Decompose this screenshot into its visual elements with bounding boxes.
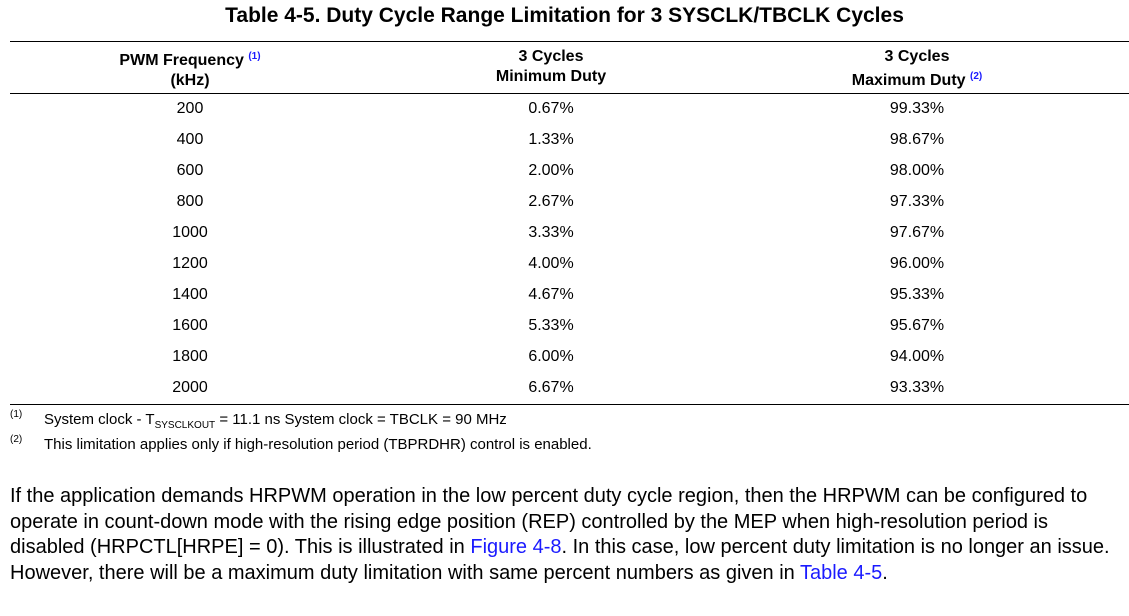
header-minimum-duty: 3 Cycles Minimum Duty — [351, 47, 751, 87]
header-maximum-duty: 3 Cycles Maximum Duty (2) — [717, 47, 1117, 91]
cell-maximum-duty: 98.67% — [889, 131, 945, 148]
cell-frequency: 600 — [176, 162, 204, 179]
table-row: 600 2.00% 98.00% — [0, 162, 1129, 193]
cell-maximum-duty: 93.33% — [889, 379, 945, 396]
cell-frequency: 200 — [176, 100, 204, 117]
table-4-5-link[interactable]: Table 4-5 — [799, 561, 883, 584]
cell-minimum-duty: 0.67% — [528, 100, 574, 117]
cell-minimum-duty: 5.33% — [528, 317, 574, 334]
header-pwm-frequency: PWM Frequency (1) (kHz) — [0, 47, 390, 91]
header-line2: Minimum Duty — [495, 68, 607, 85]
cell-minimum-duty: 6.00% — [528, 348, 574, 365]
paragraph-text: If the application demands HRPWM operati… — [10, 485, 1088, 558]
cell-minimum-duty: 4.67% — [528, 286, 574, 303]
header-line1: 3 Cycles — [884, 48, 950, 65]
cell-frequency: 1800 — [172, 348, 208, 365]
cell-maximum-duty: 97.33% — [889, 193, 945, 210]
cell-minimum-duty: 2.67% — [528, 193, 574, 210]
footnote-ref-1[interactable]: (1) — [248, 51, 261, 62]
cell-maximum-duty: 97.67% — [889, 224, 945, 241]
cell-minimum-duty: 3.33% — [528, 224, 574, 241]
cell-minimum-duty: 6.67% — [528, 379, 574, 396]
cell-frequency: 1600 — [172, 317, 208, 334]
cell-frequency: 1000 — [172, 224, 208, 241]
cell-maximum-duty: 99.33% — [889, 100, 945, 117]
cell-frequency: 1200 — [172, 255, 208, 272]
header-line2: (kHz) — [170, 72, 210, 89]
cell-maximum-duty: 96.00% — [889, 255, 945, 272]
table-row: 2000 6.67% 93.33% — [0, 379, 1129, 410]
table-row: 1800 6.00% 94.00% — [0, 348, 1129, 379]
footnote-mark: (2) — [10, 434, 23, 445]
table-title: Table 4-5. Duty Cycle Range Limitation f… — [225, 4, 904, 27]
table-top-rule — [10, 41, 1129, 42]
cell-frequency: 400 — [176, 131, 204, 148]
table-row: 800 2.67% 97.33% — [0, 193, 1129, 224]
table-row: 1200 4.00% 96.00% — [0, 255, 1129, 286]
paragraph-text: . — [882, 561, 888, 584]
cell-frequency: 2000 — [172, 379, 208, 396]
cell-minimum-duty: 1.33% — [528, 131, 574, 148]
header-line1: 3 Cycles — [518, 48, 584, 65]
cell-maximum-duty: 95.67% — [889, 317, 945, 334]
footnote-ref-2[interactable]: (2) — [970, 71, 983, 82]
footnote-subscript: SYSCLKOUT — [154, 420, 216, 431]
cell-frequency: 1400 — [172, 286, 208, 303]
cell-minimum-duty: 2.00% — [528, 162, 574, 179]
header-line2: Maximum Duty — [851, 72, 966, 89]
figure-4-8-link[interactable]: Figure 4-8 — [470, 536, 562, 558]
footnote-text: System clock - T — [44, 411, 155, 428]
footnote-text: = 11.1 ns System clock = TBCLK = 90 MHz — [215, 411, 507, 428]
cell-maximum-duty: 94.00% — [889, 348, 945, 365]
paragraph-text: . In this case, low percent duty limitat… — [10, 536, 1110, 584]
table-row: 1600 5.33% 95.67% — [0, 317, 1129, 348]
body-paragraph: If the application demands HRPWM operati… — [10, 484, 1125, 586]
table-row: 1000 3.33% 97.67% — [0, 224, 1129, 255]
table-row: 200 0.67% 99.33% — [0, 100, 1129, 131]
footnote-text: This limitation applies only if high-res… — [44, 436, 592, 453]
cell-maximum-duty: 95.33% — [889, 286, 945, 303]
header-line1: PWM Frequency — [119, 52, 244, 69]
cell-frequency: 800 — [176, 193, 204, 210]
header-bottom-rule — [10, 93, 1129, 94]
footnote-mark: (1) — [10, 409, 23, 420]
table-row: 1400 4.67% 95.33% — [0, 286, 1129, 317]
cell-maximum-duty: 98.00% — [889, 162, 945, 179]
table-row: 400 1.33% 98.67% — [0, 131, 1129, 162]
cell-minimum-duty: 4.00% — [528, 255, 574, 272]
table-bottom-rule — [10, 404, 1129, 405]
